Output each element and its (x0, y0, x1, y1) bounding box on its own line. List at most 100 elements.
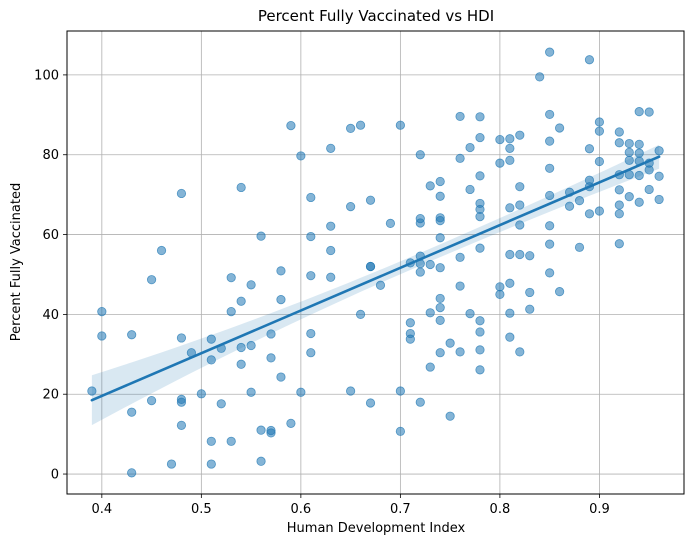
confidence-band-area (91, 144, 660, 426)
data-point (505, 134, 515, 144)
data-point (634, 148, 644, 158)
data-point (176, 397, 187, 407)
data-point (545, 47, 555, 57)
data-point (296, 151, 306, 161)
data-point (246, 340, 256, 351)
confidence-band (91, 144, 660, 426)
data-point (475, 211, 485, 222)
data-point (515, 249, 525, 260)
data-point (455, 111, 465, 122)
data-point (614, 239, 624, 249)
data-point (266, 329, 276, 339)
data-point (455, 252, 465, 262)
data-point (594, 156, 605, 167)
regression-line-group (90, 155, 661, 402)
data-point (206, 459, 216, 469)
data-point (256, 456, 266, 466)
data-point (555, 287, 565, 297)
data-point (425, 362, 435, 372)
data-point (574, 242, 585, 252)
data-point (306, 328, 316, 339)
data-point (505, 155, 515, 165)
data-point (425, 308, 435, 318)
data-point (385, 218, 396, 228)
data-point (525, 304, 535, 314)
data-point (614, 138, 624, 148)
data-point (395, 426, 405, 436)
data-point (306, 231, 316, 242)
data-point (395, 120, 405, 130)
data-point (634, 197, 644, 207)
data-point (246, 387, 256, 397)
y-axis-label: Percent Fully Vaccinated (9, 183, 24, 341)
data-point (355, 309, 366, 319)
data-point (525, 287, 535, 298)
data-point (634, 107, 644, 117)
data-point (256, 425, 266, 435)
data-point (276, 295, 286, 305)
data-point (435, 233, 445, 243)
data-point (465, 184, 475, 195)
data-point (236, 359, 246, 369)
data-point (634, 170, 644, 181)
data-point (505, 143, 515, 153)
data-point (475, 132, 485, 143)
grid-lines (67, 31, 684, 494)
data-point (276, 372, 286, 382)
data-point (584, 55, 595, 65)
data-point (455, 153, 465, 163)
data-point (495, 134, 505, 145)
data-point (545, 268, 555, 278)
data-point (286, 418, 296, 428)
x-tick-label: 0.6 (291, 502, 312, 517)
data-point (624, 147, 634, 157)
data-point (226, 306, 236, 317)
data-point (624, 192, 634, 202)
data-point (435, 176, 445, 187)
x-axis-label: Human Development Index (287, 521, 466, 536)
data-point (365, 261, 376, 272)
data-point (206, 355, 216, 365)
data-point (146, 396, 157, 406)
data-point (475, 327, 485, 337)
data-point (266, 428, 276, 438)
data-point (236, 182, 246, 193)
data-point (127, 407, 137, 417)
data-point (196, 389, 206, 399)
data-point (475, 316, 485, 326)
data-point (535, 72, 545, 82)
data-point (415, 267, 425, 277)
regression-line (90, 155, 661, 402)
data-point (395, 386, 405, 396)
data-point (594, 117, 605, 127)
x-tick-label: 0.4 (91, 502, 112, 517)
data-point (545, 163, 555, 173)
data-point (405, 318, 415, 328)
data-point (435, 263, 445, 273)
y-tick-label: 20 (42, 388, 59, 403)
data-point (216, 399, 226, 409)
data-point (505, 249, 515, 260)
data-point (326, 221, 336, 231)
data-point (545, 190, 555, 201)
data-point (97, 306, 107, 317)
data-point (515, 220, 525, 230)
data-point (654, 194, 664, 205)
data-point (346, 386, 356, 396)
data-point (644, 165, 654, 175)
x-tick-label: 0.7 (390, 502, 411, 517)
data-point (226, 436, 236, 446)
data-point (455, 281, 465, 291)
data-point (375, 280, 386, 290)
data-point (97, 331, 107, 341)
data-point (256, 231, 266, 241)
data-point (545, 221, 555, 231)
data-point (276, 266, 286, 276)
data-point (346, 123, 356, 133)
data-point (306, 271, 316, 281)
data-point (156, 245, 167, 256)
x-tick-label: 0.8 (490, 502, 511, 517)
y-tick-label: 80 (42, 148, 59, 163)
data-point (405, 334, 415, 344)
